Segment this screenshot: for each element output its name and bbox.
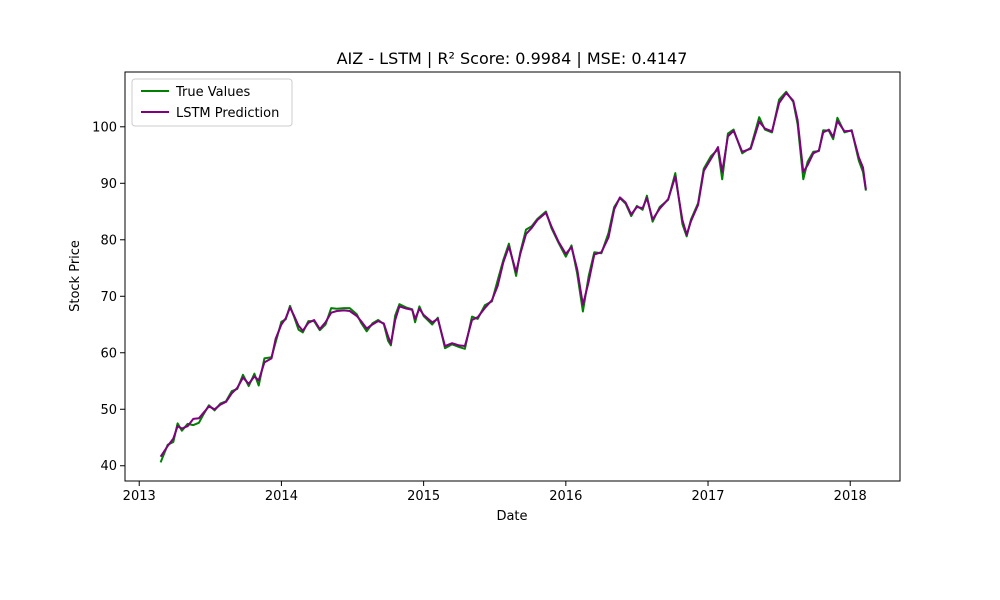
x-axis-title: Date [496, 509, 527, 524]
series-line-lstm-prediction [159, 91, 867, 458]
y-tick-label: 80 [100, 233, 117, 248]
x-tick-label: 2016 [549, 489, 582, 504]
legend: True Values LSTM Prediction [131, 78, 293, 127]
plot-area [159, 90, 867, 463]
x-axis: 2013 2014 2015 2016 2017 2018 [123, 481, 867, 504]
x-tick-label: 2015 [407, 489, 440, 504]
y-axis: 40 50 60 70 80 90 100 [92, 120, 125, 474]
y-tick-label: 50 [100, 403, 117, 418]
y-tick-label: 60 [100, 346, 117, 361]
chart-title: AIZ - LSTM | R² Score: 0.9984 | MSE: 0.4… [337, 49, 688, 68]
x-tick-label: 2018 [834, 489, 867, 504]
y-tick-label: 70 [100, 290, 117, 305]
y-tick-label: 90 [100, 177, 117, 192]
y-tick-label: 100 [92, 120, 117, 135]
legend-box [131, 78, 293, 127]
x-tick-label: 2013 [123, 489, 156, 504]
legend-label-lstm-prediction: LSTM Prediction [176, 106, 279, 121]
plot-frame [124, 71, 901, 482]
x-tick-label: 2017 [691, 489, 724, 504]
legend-label-true-values: True Values [175, 85, 250, 100]
y-axis-title: Stock Price [68, 240, 83, 312]
x-tick-label: 2014 [265, 489, 298, 504]
y-tick-label: 40 [100, 459, 117, 474]
